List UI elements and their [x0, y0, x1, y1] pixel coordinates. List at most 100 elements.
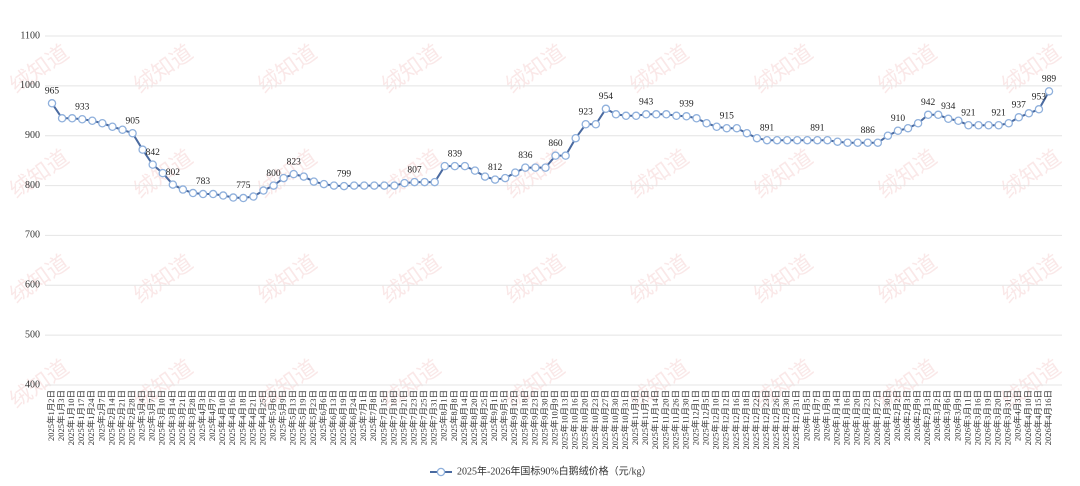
point: [98, 119, 107, 128]
point: [67, 114, 77, 123]
x-tick-label: 2025年1月2日: [46, 390, 56, 441]
point: [621, 111, 631, 121]
watermark: 绒知道: [254, 40, 322, 98]
data-label: 921: [961, 108, 976, 118]
point: [380, 181, 389, 190]
x-tick-label: 2025年1月24日: [86, 390, 96, 445]
point: [772, 135, 782, 145]
x-tick-label: 2026年1月14日: [831, 390, 841, 445]
point: [239, 193, 248, 203]
x-tick-label: 2025年3月28日: [187, 390, 197, 445]
point: [500, 173, 510, 183]
x-tick-label: 2026年2月3日: [902, 390, 912, 441]
x-tick-label: 2026年4月16日: [1043, 390, 1053, 445]
data-label: 965: [45, 86, 60, 96]
x-tick-label: 2026年2月9日: [912, 390, 922, 441]
point: [903, 123, 913, 133]
point: [148, 160, 157, 169]
x-tick-label: 2025年8月14日: [459, 390, 469, 445]
watermark: 绒知道: [874, 40, 942, 98]
point: [339, 181, 349, 191]
x-tick-label: 2026年3月2日: [932, 390, 942, 441]
x-tick-label: 2025年3月4日: [137, 390, 147, 441]
point: [168, 180, 178, 189]
x-tick-label: 2025年8月8日: [449, 390, 459, 441]
x-tick-label: 2025年7月23日: [408, 390, 418, 445]
data-label: 953: [1032, 92, 1047, 102]
x-tick-label: 2025年5月19日: [298, 390, 308, 445]
point: [490, 175, 500, 184]
watermark: 绒知道: [254, 145, 322, 203]
x-tick-label: 2025年9月1日: [489, 390, 499, 441]
watermark: 绒知道: [998, 40, 1066, 98]
point: [974, 120, 983, 130]
watermark: 绒知道: [874, 145, 942, 203]
x-tick-label: 2025年12月5日: [701, 390, 711, 445]
point: [218, 191, 228, 200]
point: [571, 133, 580, 143]
point: [863, 138, 872, 147]
x-tick-label: 2026年3月19日: [983, 390, 993, 445]
data-label: 954: [599, 92, 614, 102]
data-label: 807: [407, 165, 422, 175]
x-tick-label: 2025年10月16日: [570, 390, 580, 450]
data-label: 910: [891, 114, 906, 124]
x-tick-label: 2025年12月12日: [721, 390, 731, 450]
point: [400, 178, 409, 188]
point: [762, 135, 772, 145]
point: [692, 114, 701, 123]
data-label: 942: [921, 98, 936, 108]
data-label: 886: [861, 126, 876, 136]
x-tick-label: 2026年4月15日: [1033, 390, 1043, 445]
watermark: 绒知道: [502, 40, 570, 98]
x-tick-label: 2025年11月30日: [680, 390, 690, 449]
x-tick-label: 2026年4月10日: [1023, 390, 1033, 445]
x-tick-label: 2025年5月6日: [268, 390, 278, 441]
x-tick-label: 2026年1月20日: [852, 390, 862, 445]
point: [279, 173, 288, 183]
x-tick-label: 2025年10月31日: [620, 390, 630, 450]
x-tick-label: 2026年1月5日: [801, 390, 811, 441]
point: [128, 128, 137, 138]
legend-label: 2025年-2026年国标90%白鹅绒价格（元/kg）: [457, 464, 651, 477]
x-tick-label: 2025年3月10日: [157, 390, 167, 445]
point: [118, 125, 127, 134]
watermark: 绒知道: [254, 250, 322, 308]
point: [370, 181, 379, 190]
point: [702, 119, 711, 128]
watermark: 绒知道: [130, 250, 198, 308]
x-tick-label: 2025年3月7日: [147, 390, 157, 441]
point: [319, 179, 329, 189]
point: [933, 110, 943, 120]
watermarks: 绒知道 绒知道 绒知道 绒知道 绒知道 绒知道 绒知道 绒知道 绒知道绒知道 绒知道 绒知道 绒知道绒…: [6, 40, 1066, 413]
x-tick-label: 2025年2月14日: [106, 390, 116, 445]
point: [460, 161, 470, 171]
y-tick-label: 600: [25, 280, 40, 291]
point: [229, 193, 238, 202]
x-tick-label: 2025年6月24日: [348, 390, 358, 445]
point: [893, 126, 903, 135]
watermark: 绒知道: [626, 250, 694, 308]
data-label: 775: [236, 181, 251, 191]
point: [138, 145, 147, 154]
point: [833, 137, 842, 146]
x-tick-label: 2025年12月1日: [690, 390, 700, 445]
point: [601, 104, 611, 114]
x-tick-label: 2025年12月26日: [771, 390, 781, 450]
data-label: 799: [337, 169, 352, 179]
data-label: 939: [679, 99, 694, 109]
point: [188, 188, 198, 198]
data-label: 921: [992, 108, 1007, 118]
data-label: 989: [1042, 75, 1057, 85]
point: [923, 110, 933, 120]
x-tick-label: 2025年9月30日: [539, 390, 549, 445]
x-tick-label: 2025年6月13日: [328, 390, 338, 445]
point: [561, 151, 570, 160]
point: [88, 116, 97, 126]
point: [853, 138, 862, 147]
x-tick-label: 2025年6月6日: [318, 390, 328, 441]
point: [57, 114, 67, 123]
x-tick-label: 2026年3月20日: [993, 390, 1003, 445]
point: [823, 135, 832, 145]
point: [581, 119, 590, 129]
